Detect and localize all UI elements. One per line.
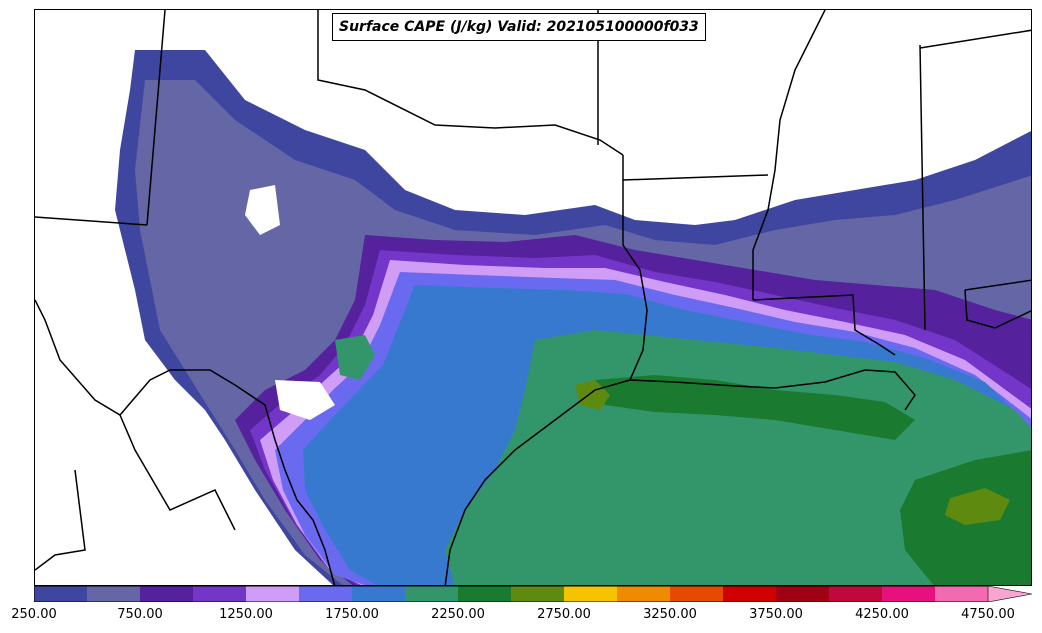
border-la-ms — [752, 294, 896, 356]
border-tx-mexico — [35, 299, 336, 585]
colorbar-segment — [193, 586, 247, 602]
colorbar-tick-label: 750.00 — [117, 607, 163, 622]
colorbar-segment — [564, 586, 618, 602]
border-ar-la — [622, 174, 769, 181]
colorbar-tick-label: 250.00 — [11, 607, 57, 622]
colorbar-extend-arrow — [987, 586, 1032, 602]
colorbar-segment — [670, 586, 724, 602]
colorbar-segment — [458, 586, 512, 602]
colorbar-segment — [405, 586, 459, 602]
gulf-coastline — [444, 369, 916, 585]
colorbar-tick-label: 3250.00 — [643, 607, 697, 622]
colorbar-segment — [299, 586, 353, 602]
low-cape-hole-2 — [275, 380, 335, 420]
colorbar-segment — [776, 586, 830, 602]
colorbar-segment — [34, 586, 88, 602]
map-title: Surface CAPE (J/kg) Valid: 202105100000f… — [332, 13, 706, 41]
cape-region-2500 — [595, 375, 915, 440]
colorbar-segment — [140, 586, 194, 602]
colorbar-tick-label: 1750.00 — [325, 607, 379, 622]
border-mexico-states — [35, 469, 86, 571]
colorbar-tick-label: 2750.00 — [537, 607, 591, 622]
colorbar-segment — [87, 586, 141, 602]
colorbar-tick-label: 4250.00 — [855, 607, 909, 622]
low-cape-hole — [245, 185, 280, 235]
border-nm-tx-west — [35, 216, 148, 226]
colorbar-tick-label: 4750.00 — [961, 607, 1015, 622]
cape-region-2750-se — [945, 488, 1010, 525]
colorbar-segment — [617, 586, 671, 602]
colorbar-segment — [511, 586, 565, 602]
cape-region-2250-west — [335, 335, 375, 380]
border-fl-panhandle — [964, 289, 1031, 329]
cape-fill-layer — [115, 50, 1031, 585]
colorbar — [34, 586, 1032, 602]
boundary-lines — [35, 10, 1031, 585]
border-ok-panhandle — [317, 10, 624, 156]
border-al-ga — [919, 29, 1031, 49]
colorbar-tick-label: 3750.00 — [749, 607, 803, 622]
colorbar-segment — [829, 586, 883, 602]
border-tx-la — [622, 155, 648, 381]
colorbar-segment — [723, 586, 777, 602]
border-al-fl — [964, 279, 1031, 291]
colorbar-tick-label: 1250.00 — [219, 607, 273, 622]
colorbar-segment — [882, 586, 936, 602]
cape-map — [35, 10, 1031, 585]
colorbar-segment — [935, 586, 989, 602]
colorbar-tick-label: 2250.00 — [431, 607, 485, 622]
border-mexico-states-2 — [119, 414, 236, 531]
border-nm-east — [146, 10, 166, 226]
colorbar-segment — [352, 586, 406, 602]
colorbar-segment — [246, 586, 300, 602]
map-panel — [34, 9, 1032, 586]
border-ms-al — [919, 44, 926, 331]
border-mississippi-river — [752, 10, 826, 300]
